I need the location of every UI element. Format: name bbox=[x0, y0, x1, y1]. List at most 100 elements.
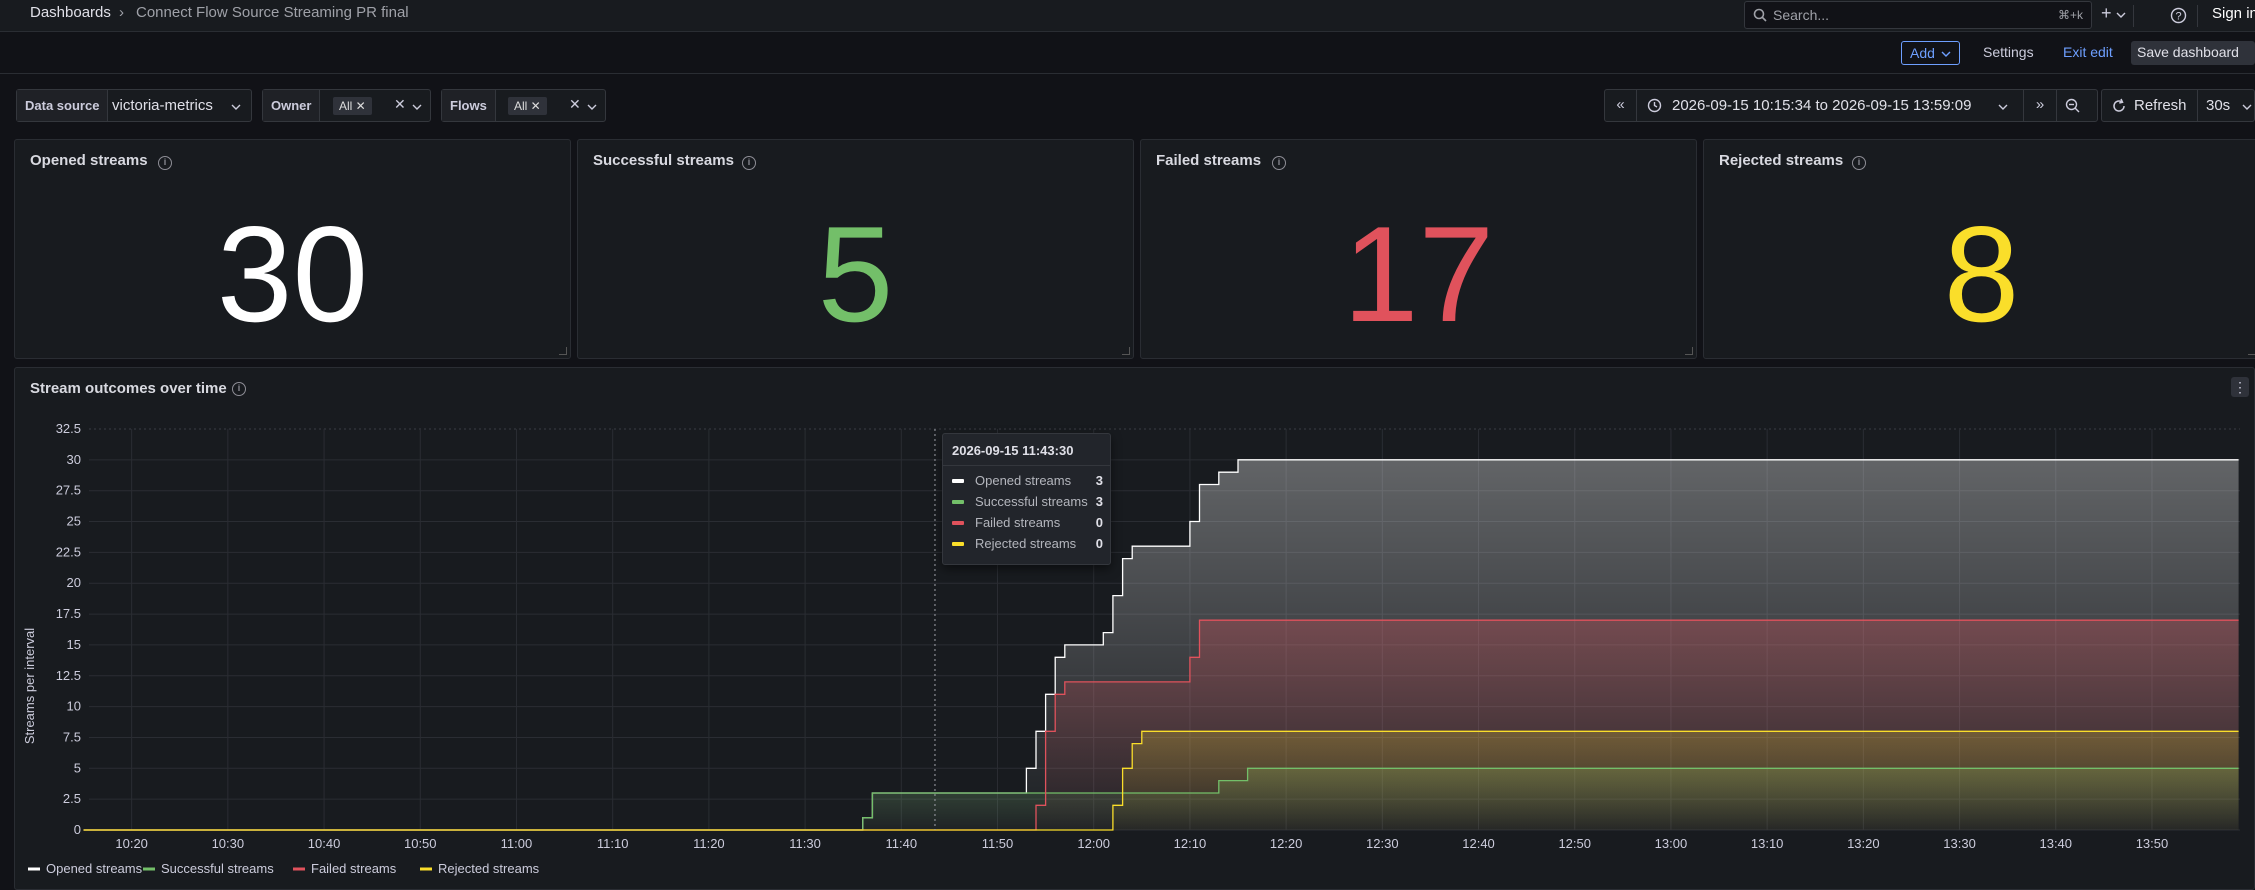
search-input[interactable]: Search... ⌘+k bbox=[1744, 1, 2092, 29]
y-tick-label: 22.5 bbox=[56, 544, 81, 559]
help-icon[interactable]: ? bbox=[2170, 7, 2187, 24]
refresh-interval[interactable]: 30s bbox=[2206, 97, 2231, 114]
x-tick-label: 13:30 bbox=[1943, 836, 1976, 851]
new-plus-button[interactable]: + bbox=[2101, 3, 2112, 23]
series-line bbox=[83, 619, 2239, 831]
sign-in-link[interactable]: Sign in bbox=[2212, 5, 2255, 22]
resize-handle[interactable] bbox=[1685, 347, 1693, 355]
owner-chip[interactable]: All ✕ bbox=[333, 97, 372, 115]
refresh-icon bbox=[2113, 98, 2125, 112]
settings-button[interactable]: Settings bbox=[1983, 44, 2034, 60]
chevron-down-icon bbox=[587, 104, 597, 110]
zoom-out-icon[interactable] bbox=[2065, 98, 2081, 114]
chart-legend: Opened streams Successful streams Failed s… bbox=[28, 861, 540, 876]
x-tick-label: 13:40 bbox=[2039, 836, 2072, 851]
divider bbox=[2197, 90, 2198, 121]
x-tick-label: 11:40 bbox=[886, 836, 918, 851]
panel-title: Opened streams bbox=[30, 152, 148, 169]
svg-text:?: ? bbox=[2175, 11, 2181, 23]
legend-item: Opened streams bbox=[46, 861, 143, 876]
y-tick-label: 15 bbox=[67, 637, 81, 652]
panel-menu-button[interactable]: ⋮ bbox=[2231, 377, 2249, 397]
tooltip-series-value: 0 bbox=[1095, 515, 1103, 530]
flows-variable[interactable]: Flows All ✕ ✕ bbox=[441, 89, 606, 122]
chart-lines bbox=[83, 459, 2239, 831]
tooltip-row: Failed streams 0 bbox=[952, 515, 1103, 533]
owner-variable[interactable]: Owner All ✕ ✕ bbox=[262, 89, 431, 122]
chevron-down-icon bbox=[1998, 104, 2008, 110]
owner-chip-label: All bbox=[339, 99, 353, 113]
x-tick-label: 11:20 bbox=[693, 836, 725, 851]
info-icon[interactable]: i bbox=[742, 156, 756, 170]
add-button[interactable]: Add bbox=[1901, 41, 1960, 65]
search-placeholder: Search... bbox=[1773, 7, 1830, 23]
tooltip-row: Successful streams 3 bbox=[952, 494, 1103, 512]
panel-title: Successful streams bbox=[593, 152, 734, 169]
legend-item: Rejected streams bbox=[438, 861, 540, 876]
x-tick-label: 12:10 bbox=[1174, 836, 1207, 851]
resize-handle[interactable] bbox=[559, 347, 567, 355]
tooltip-series-name: Opened streams bbox=[975, 473, 1072, 488]
top-navbar: Dashboards › Connect Flow Source Streami… bbox=[0, 0, 2255, 32]
x-tick-label: 13:10 bbox=[1751, 836, 1784, 851]
x-tick-label: 11:50 bbox=[982, 836, 1014, 851]
x-tick-label: 10:50 bbox=[404, 836, 437, 851]
datasource-variable[interactable]: Data source victoria-metrics bbox=[16, 89, 252, 122]
panel-title: Rejected streams bbox=[1719, 152, 1844, 169]
x-tick-label: 10:30 bbox=[212, 836, 245, 851]
info-icon[interactable]: i bbox=[232, 382, 246, 396]
refresh-button[interactable]: Refresh bbox=[2134, 97, 2187, 114]
x-tick-label: 12:50 bbox=[1558, 836, 1591, 851]
breadcrumb-dashboards[interactable]: Dashboards bbox=[30, 4, 111, 21]
chevron-down-icon bbox=[1941, 51, 1951, 57]
stat-panel-opened[interactable]: Opened streams i 30 bbox=[14, 139, 571, 359]
divider bbox=[943, 465, 1110, 466]
tooltip-swatch bbox=[952, 500, 964, 504]
owner-label: Owner bbox=[263, 90, 321, 121]
datasource-value: victoria-metrics bbox=[112, 97, 213, 114]
clear-icon[interactable]: ✕ bbox=[394, 96, 406, 112]
clock-icon bbox=[1647, 98, 1662, 113]
legend-item: Failed streams bbox=[311, 861, 397, 876]
tooltip-row: Rejected streams 0 bbox=[952, 536, 1103, 554]
tooltip-series-value: 3 bbox=[1095, 494, 1103, 509]
tooltip-series-name: Failed streams bbox=[975, 515, 1061, 530]
tooltip-series-name: Rejected streams bbox=[975, 536, 1077, 551]
y-tick-label: 2.5 bbox=[63, 791, 81, 806]
shift-back-button[interactable]: « bbox=[1605, 90, 1637, 121]
info-icon[interactable]: i bbox=[1272, 156, 1286, 170]
shift-forward-button[interactable]: » bbox=[2023, 90, 2057, 121]
tooltip-swatch bbox=[952, 479, 964, 483]
add-button-label: Add bbox=[1910, 45, 1935, 61]
time-range-value[interactable]: 2026-09-15 10:15:34 to 2026-09-15 13:59:… bbox=[1672, 97, 1972, 114]
stat-panel-failed[interactable]: Failed streams i 17 bbox=[1140, 139, 1697, 359]
x-tick-label: 11:10 bbox=[597, 836, 629, 851]
panel-title: Stream outcomes over time bbox=[30, 380, 227, 397]
stat-panel-rejected[interactable]: Rejected streams i 8 bbox=[1703, 139, 2255, 359]
chart-axes: 02.557.51012.51517.52022.52527.53032.510… bbox=[56, 421, 2169, 851]
stat-panel-successful[interactable]: Successful streams i 5 bbox=[577, 139, 1134, 359]
x-tick-label: 11:30 bbox=[789, 836, 821, 851]
y-axis-label: Streams per interval bbox=[22, 628, 37, 744]
y-tick-label: 27.5 bbox=[56, 483, 81, 498]
save-dashboard-button[interactable]: Save dashboard bbox=[2131, 41, 2255, 65]
panel-title: Failed streams bbox=[1156, 152, 1262, 169]
breadcrumb-separator: › bbox=[119, 4, 124, 21]
stat-value: 5 bbox=[817, 198, 894, 350]
y-tick-label: 17.5 bbox=[56, 606, 81, 621]
clear-icon[interactable]: ✕ bbox=[569, 96, 581, 112]
series-line bbox=[83, 730, 2239, 831]
divider bbox=[2197, 5, 2198, 27]
resize-handle bbox=[2248, 347, 2255, 355]
info-icon[interactable]: i bbox=[1852, 156, 1866, 170]
search-icon bbox=[1753, 8, 1767, 22]
resize-handle[interactable] bbox=[1122, 347, 1130, 355]
x-tick-label: 12:20 bbox=[1270, 836, 1303, 851]
exit-edit-button[interactable]: Exit edit bbox=[2063, 44, 2113, 60]
info-icon[interactable]: i bbox=[158, 156, 172, 170]
dashboard-toolbar: Add Settings Exit edit Save dashboard bbox=[0, 33, 2255, 74]
flows-chip[interactable]: All ✕ bbox=[508, 97, 547, 115]
x-tick-label: 10:20 bbox=[115, 836, 148, 851]
chevron-down-icon bbox=[412, 104, 422, 110]
